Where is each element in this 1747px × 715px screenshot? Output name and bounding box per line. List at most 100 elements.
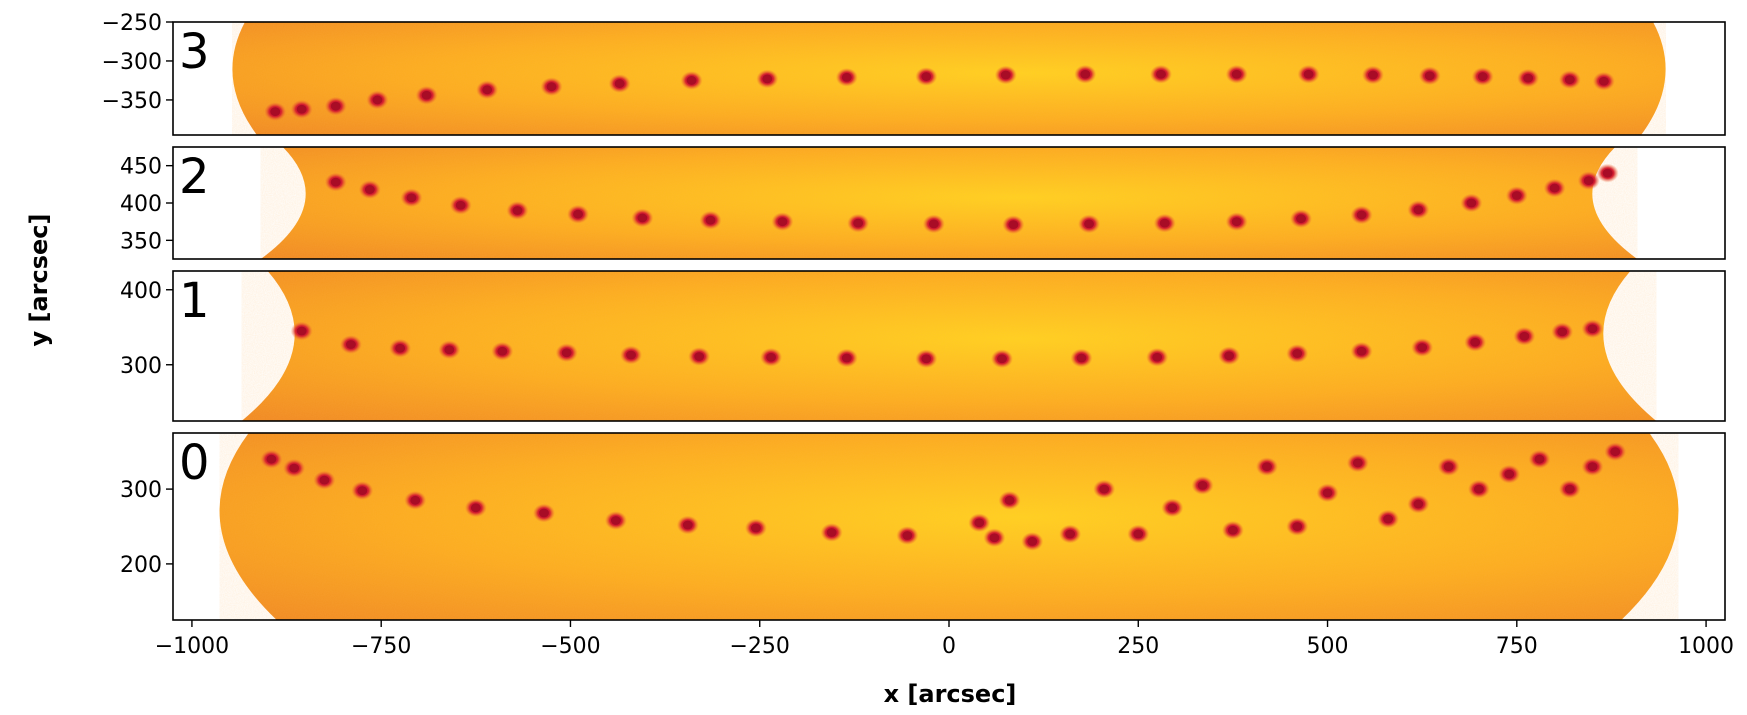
sunspot-core [626, 350, 636, 360]
sunspot-core [1292, 349, 1303, 358]
panel-frame [172, 270, 1726, 422]
sunspot-core [1159, 218, 1170, 228]
sunspot-core [345, 340, 356, 349]
y-tick-label: 400 [120, 192, 162, 217]
sunspot-core [1564, 484, 1575, 494]
sunspot-core [1511, 191, 1522, 200]
sunspot-core [682, 520, 693, 530]
x-tick-label: 1000 [1678, 634, 1734, 659]
sunspot-core [1027, 537, 1038, 546]
sunspot-core [1587, 324, 1598, 334]
sunspot-core [997, 354, 1007, 364]
sunspot-core [1413, 499, 1424, 509]
y-axis-title: y [arcsec] [25, 214, 53, 347]
panel-label: 1 [179, 273, 210, 329]
sunspot-core [610, 516, 621, 525]
sunspot-core [573, 209, 583, 219]
sunspot-core [1004, 495, 1015, 505]
sunspot-core [637, 213, 648, 223]
sunspot-core [539, 508, 549, 518]
panel-label: 0 [179, 435, 210, 491]
sunspot-core [1583, 176, 1594, 186]
sunspot-core [1477, 72, 1488, 81]
sunspot-core [1296, 214, 1306, 224]
sunspot-core [1065, 529, 1076, 539]
x-tick-label: 0 [942, 634, 956, 659]
sunspot-core [1322, 488, 1333, 498]
y-tick-label: −250 [102, 11, 162, 36]
sunspot-core [762, 74, 773, 84]
sunspot-core [455, 200, 466, 210]
sunspot-core [266, 454, 277, 464]
sunspot-core [1368, 70, 1378, 80]
sunspot-core [1133, 529, 1144, 539]
sunspot-core [372, 95, 383, 105]
sunspot-core [1008, 220, 1019, 230]
sunspot-core [1167, 503, 1178, 513]
y-tick-label: −350 [102, 89, 162, 114]
sunspot-core [482, 85, 493, 95]
sunspot-core [1352, 458, 1363, 468]
sunspot-core [1080, 69, 1091, 79]
sunspot-core [1564, 75, 1575, 85]
sunspot-core [470, 503, 481, 513]
sunspot-core [1474, 484, 1484, 494]
sunspot-core [1292, 522, 1303, 531]
sunspot-core [1303, 69, 1314, 79]
sunspot-core [1534, 454, 1545, 464]
sunspot-core [1000, 70, 1011, 80]
sunspot-core [921, 354, 932, 364]
sunspot-core [928, 219, 939, 229]
sunspot-core [497, 346, 508, 356]
sunspot-core [1523, 73, 1534, 83]
sunspot-core [1099, 484, 1110, 494]
panel-0: 0 300 200 [120, 432, 1726, 621]
sunspot-core [1417, 343, 1428, 352]
x-tick-label: −750 [351, 634, 411, 659]
sunspot-core [1156, 69, 1166, 79]
sunspot-core [289, 463, 300, 473]
sunspot-core [330, 177, 341, 187]
x-axis-title: x [arcsec] [884, 680, 1017, 708]
sunspot-core [1602, 168, 1613, 178]
sunspot-core [1466, 198, 1477, 208]
sunspot-core [1504, 469, 1515, 479]
sunspot-core [1356, 210, 1367, 220]
sunspot-core [1443, 462, 1454, 472]
sunspot-core [1224, 351, 1235, 361]
sunspot-core [841, 353, 852, 363]
y-tick-label: 300 [120, 354, 162, 379]
sunspot-core [395, 343, 406, 353]
x-tick-label: 250 [1117, 634, 1159, 659]
sunspot-core [421, 90, 432, 100]
sunspot-core [1084, 219, 1095, 229]
sunspot-core [686, 76, 697, 85]
sunspot-core [1231, 69, 1242, 79]
panel-label: 2 [179, 149, 210, 205]
sunspot-core [444, 345, 455, 355]
sunspot-core [1598, 76, 1609, 86]
sunspot-core [921, 72, 932, 81]
panel-frame [172, 21, 1726, 136]
sunspot-core [1262, 462, 1272, 472]
sunspot-core [1152, 352, 1163, 362]
sunspot-core [1197, 480, 1208, 490]
sunspot-core [1356, 346, 1367, 356]
sunspot-core [1557, 327, 1568, 337]
sunspot-core [1519, 331, 1530, 341]
sunspot-core [853, 218, 864, 228]
sunspot-core [1383, 514, 1394, 524]
y-tick-label: 400 [120, 279, 162, 304]
sunspot-core [705, 215, 716, 225]
sunspot-core [614, 79, 625, 88]
sunspot-core [546, 82, 557, 92]
sunspot-core [296, 326, 307, 336]
sunspot-core [750, 523, 761, 533]
sunspot-core [357, 486, 368, 495]
sunspot-core [694, 352, 705, 361]
y-tick-label: 450 [120, 155, 162, 180]
panel-1: 1 400 300 [120, 270, 1726, 422]
sunspot-core [1549, 183, 1560, 193]
sunspot-core [270, 107, 281, 117]
